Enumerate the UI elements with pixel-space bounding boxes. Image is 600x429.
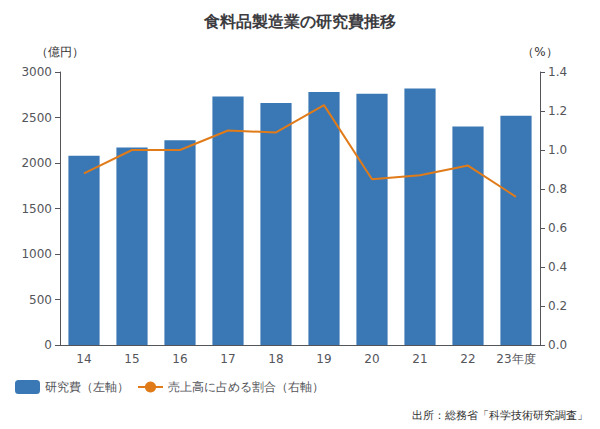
svg-text:1.4: 1.4	[548, 65, 567, 79]
svg-text:20: 20	[364, 352, 379, 366]
svg-text:23年度: 23年度	[496, 352, 535, 366]
svg-text:500: 500	[29, 293, 52, 307]
svg-text:3000: 3000	[21, 65, 52, 79]
svg-text:0.0: 0.0	[548, 338, 567, 352]
svg-text:売上高に占める割合（右軸）: 売上高に占める割合（右軸）	[168, 380, 324, 394]
svg-text:16: 16	[172, 352, 187, 366]
svg-text:14: 14	[76, 352, 91, 366]
svg-text:研究費（左軸）: 研究費（左軸）	[45, 380, 129, 394]
svg-text:1.0: 1.0	[548, 143, 567, 157]
svg-text:18: 18	[268, 352, 283, 366]
svg-text:22: 22	[460, 352, 475, 366]
svg-text:0.2: 0.2	[548, 299, 567, 313]
svg-text:0.4: 0.4	[548, 260, 567, 274]
svg-text:1500: 1500	[21, 202, 52, 216]
svg-text:0.6: 0.6	[548, 221, 567, 235]
svg-text:2000: 2000	[21, 156, 52, 170]
svg-text:（%）: （%）	[522, 45, 557, 59]
svg-text:19: 19	[316, 352, 331, 366]
svg-text:食料品製造業の研究費推移: 食料品製造業の研究費推移	[203, 12, 396, 31]
svg-text:21: 21	[412, 352, 427, 366]
svg-text:2500: 2500	[21, 111, 52, 125]
svg-text:出所：総務省「科学技術研究調査」: 出所：総務省「科学技術研究調査」	[412, 409, 588, 422]
svg-text:1000: 1000	[21, 247, 52, 261]
svg-text:（億円）: （億円）	[36, 45, 84, 59]
svg-text:15: 15	[124, 352, 139, 366]
svg-text:1.2: 1.2	[548, 104, 567, 118]
svg-text:0.8: 0.8	[548, 182, 567, 196]
svg-text:17: 17	[220, 352, 235, 366]
svg-text:0: 0	[44, 338, 52, 352]
